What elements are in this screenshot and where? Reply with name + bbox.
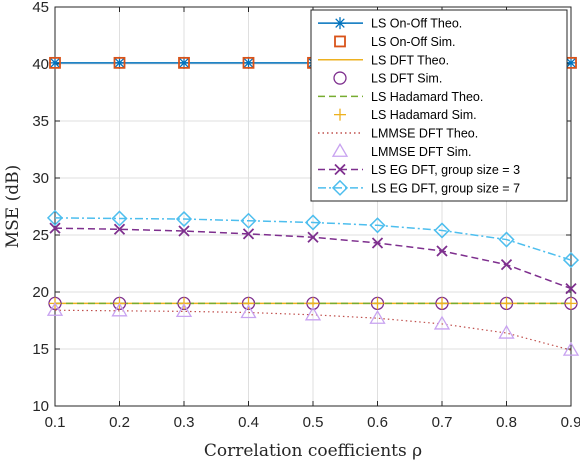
series-2-point [113,56,126,69]
series-8-point [498,324,515,339]
series-1-point [113,56,126,69]
series-6-point [371,297,384,310]
series-7-line [54,309,572,351]
y-tick-label: 20 [32,284,49,301]
series-10-point [240,212,257,229]
x-tick-label: 0.8 [496,414,517,431]
series-9-point [371,237,384,249]
legend-item: LS DFT Theo. [318,53,449,67]
series-9-point [242,228,255,240]
legend-label: LS On-Off Sim. [371,35,456,49]
series-10-point [369,217,386,234]
series-2-point [178,56,190,69]
tick-labels: 0.1 0.2 0.3 0.4 0.5 0.6 0.7 0.8 0.9 10 15 20 25 30 35 4… [32,0,580,431]
legend-label: LS EG DFT, group size = 3 [371,163,520,177]
y-tick-label: 45 [32,0,49,16]
x-tick-label: 0.1 [45,414,66,431]
series-10-point [111,210,128,227]
series-10-point [562,252,580,269]
legend-label: LS DFT Theo. [371,53,449,67]
y-axis-label: MSE (dB) [3,165,23,249]
legend-marker [331,179,349,196]
legend-marker [334,108,346,121]
series-9-point [500,259,513,271]
legend-label: LS Hadamard Sim. [371,108,477,122]
series-8-point [433,315,451,330]
legend-label: LS On-Off Theo. [371,17,462,31]
series-8-point [240,304,257,319]
legend-marker [334,163,346,176]
series-10-point [433,222,451,239]
series-10-line [54,217,572,261]
legend-item: LMMSE DFT Sim. [331,142,471,159]
legend-label: LMMSE DFT Sim. [371,145,471,159]
legend-label: LS Hadamard Theo. [371,90,483,104]
series-6-point [242,297,255,310]
series-8-point [562,341,580,356]
legend-marker [334,35,346,48]
series-1-point [242,56,255,69]
legend-item: LS Hadamard Theo. [318,90,483,104]
series-8-point [111,302,128,317]
series-10-point [498,231,515,248]
series-6-point [500,297,513,310]
series-2-point [49,56,61,69]
series-9-point [49,222,61,234]
y-tick-label: 35 [32,113,49,130]
x-axis-label: Correlation coefficients ρ [204,441,422,461]
y-tick-label: 25 [32,227,49,244]
series-9-point [178,225,190,237]
x-tick-label: 0.3 [174,414,195,431]
y-tick-label: 30 [32,170,49,187]
legend-marker [331,142,349,157]
series-9-point [113,223,126,235]
series-6-point [565,297,577,310]
series-10-point [46,209,64,226]
legend-item: LS On-Off Theo. [318,17,462,31]
series-10-point [175,210,193,228]
series-8-point [304,306,322,321]
x-tick-label: 0.9 [561,414,580,431]
series-1-point [178,56,190,69]
series-9-point [307,231,319,243]
legend-label: LMMSE DFT Theo. [371,126,478,140]
legend-label: LS DFT Sim. [371,72,442,86]
legend-item: LS DFT Sim. [333,71,442,86]
x-tick-label: 0.7 [432,414,453,431]
series-6-point [436,297,448,310]
series-1-point [49,56,61,69]
legend-marker [334,17,346,30]
legend: LS On-Off Theo. LS On-Off Sim. LS DFT Theo… [310,9,568,202]
x-tick-label: 0.6 [367,414,388,431]
series-8-point [369,309,386,324]
series-8-point [46,301,64,316]
x-tick-label: 0.2 [109,414,130,431]
y-tick-label: 15 [32,341,49,358]
legend-box [310,9,568,202]
y-tick-label: 10 [32,398,49,415]
series-9-point [565,282,577,295]
series-8-point [175,303,193,318]
legend-item: LMMSE DFT Theo. [318,126,478,140]
y-tick-label: 40 [32,56,49,73]
series-10-point [304,214,322,231]
legend-item: LS EG DFT, group size = 3 [318,163,520,177]
legend-item: LS On-Off Sim. [334,35,456,49]
series-2-point [242,56,255,69]
series-9-point [436,245,448,257]
legend-item: LS Hadamard Sim. [334,108,477,122]
legend-item: LS EG DFT, group size = 7 [318,179,520,196]
x-tick-label: 0.4 [238,414,259,431]
x-tick-label: 0.5 [303,414,324,431]
legend-label: LS EG DFT, group size = 7 [371,181,520,195]
legend-marker [333,71,347,85]
